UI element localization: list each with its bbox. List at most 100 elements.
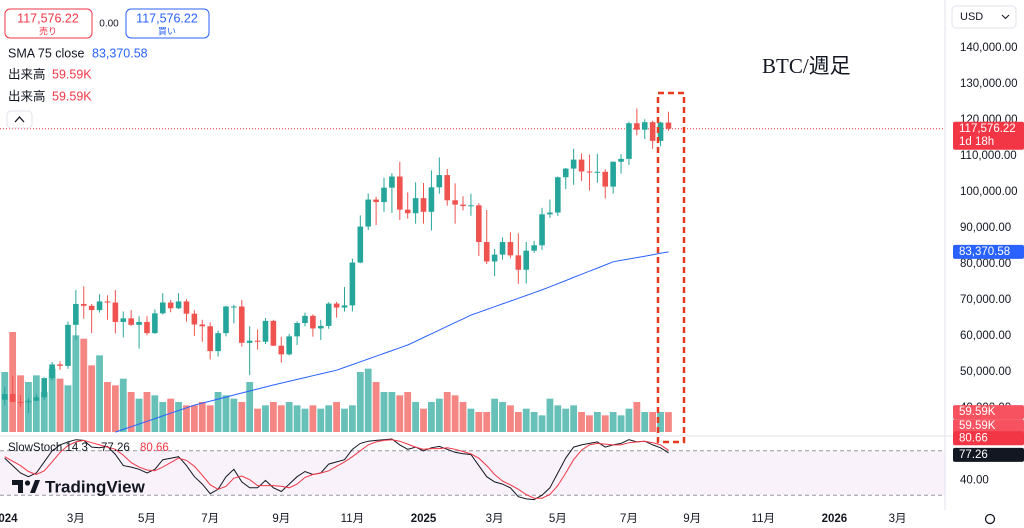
candle-body [120,318,127,322]
candle-body [152,313,158,334]
candle-body [73,303,79,325]
volume-bar [285,402,293,432]
collapse-icon [14,116,25,123]
stoch-band [0,450,945,496]
candle-body [254,340,261,342]
volume-bar [246,382,254,432]
volume-bar [601,415,609,432]
candle-body [397,176,403,210]
sma-badge [953,244,1024,259]
x-tick-label: 2025 [411,513,437,525]
volume-bar [396,395,404,432]
volume-badge-text: 59.59K [959,406,996,418]
x-tick-label: 5月 [549,513,567,525]
candle-body [476,205,482,243]
volume-bar [111,385,119,432]
volume-bar [214,392,222,432]
volume-bar [538,415,546,432]
candle-body [452,200,458,205]
volume-bar [183,405,190,432]
buy-label: 買い [158,26,176,36]
volume-bar [88,365,96,432]
logo: TradingView [12,477,146,496]
stoch-tick-label: 40.00 [960,474,989,486]
logo-text: TradingView [45,477,146,496]
candle-body [270,320,277,346]
candle-body [602,171,609,187]
volume-bar [578,412,585,432]
volume-bar [104,382,111,432]
volume-bar [48,368,56,432]
volume-bar [562,408,570,432]
volume-bar [198,402,206,432]
volume-bar [293,405,301,432]
volume-bar [254,408,261,432]
currency-select[interactable] [951,5,1017,29]
stoch-k-badge [953,447,1024,462]
candle-body [278,345,285,355]
volume-badge [953,419,1024,434]
candle-body [389,176,395,188]
collapse-button[interactable] [6,110,33,129]
volume-bar [325,405,333,432]
volume-bar [507,405,514,432]
stoch-legend: SlowStoch 14 3 [8,442,88,454]
y-tick-label: 100,000.00 [960,186,1018,198]
annotation: BTC/週足 [762,54,851,78]
candle-body [41,378,48,398]
candle-body [357,226,364,263]
candle-body [25,400,32,403]
stoch-d-badge-text: 80.66 [959,432,988,444]
stoch-d-line [4,439,669,499]
volume-bar [32,375,40,432]
volume-bar [222,395,230,432]
candle-body [626,123,632,159]
sma-badge-text: 83,370.58 [959,246,1010,258]
volume-bar [309,405,317,432]
candle-body [436,175,443,188]
candle-body [231,306,237,308]
volume-bar [230,398,238,432]
candle-body [223,306,229,334]
sell-button[interactable] [4,8,93,39]
volume-bar [64,385,72,432]
sell-label: 売り [39,25,57,36]
candle-body [17,401,24,403]
candle-body [57,364,63,366]
buy-button[interactable] [125,8,210,39]
logo-mark [12,480,23,493]
volume-legend: 出来高 [8,88,46,103]
volume-bar [56,378,64,432]
stoch-k-value: 77.26 [101,442,130,454]
volume-legend-value: 59.59K [52,67,92,81]
volume-bar [238,402,246,432]
dropdown-icon [1001,14,1010,20]
candle-body [333,303,340,308]
candle-body [491,254,498,262]
x-tick-label: 11月 [752,513,775,525]
x-tick-label: 9月 [272,513,290,525]
buy-price: 117,576.22 [136,11,198,25]
volume-bar [159,402,167,432]
volume-badge [953,405,1024,420]
candle-body [547,212,553,215]
candle-body [238,306,245,343]
candle-body [144,321,150,334]
volume-bar [72,335,80,432]
volume-bar [301,408,309,432]
volume-bar [530,412,538,432]
volume-bar [40,392,48,432]
volume-bar [143,392,151,432]
volume-bar [262,405,269,432]
y-tick-label: 60,000.00 [960,330,1011,342]
volume-bar [467,408,475,432]
sell-price: 117,576.22 [17,11,79,25]
candle-body [215,333,221,352]
currency: USD [960,11,983,23]
settings-icon[interactable] [984,513,996,525]
candle-body [183,301,190,314]
candle-body [286,336,292,355]
candle-body [412,198,419,214]
logo-mark [24,480,31,486]
